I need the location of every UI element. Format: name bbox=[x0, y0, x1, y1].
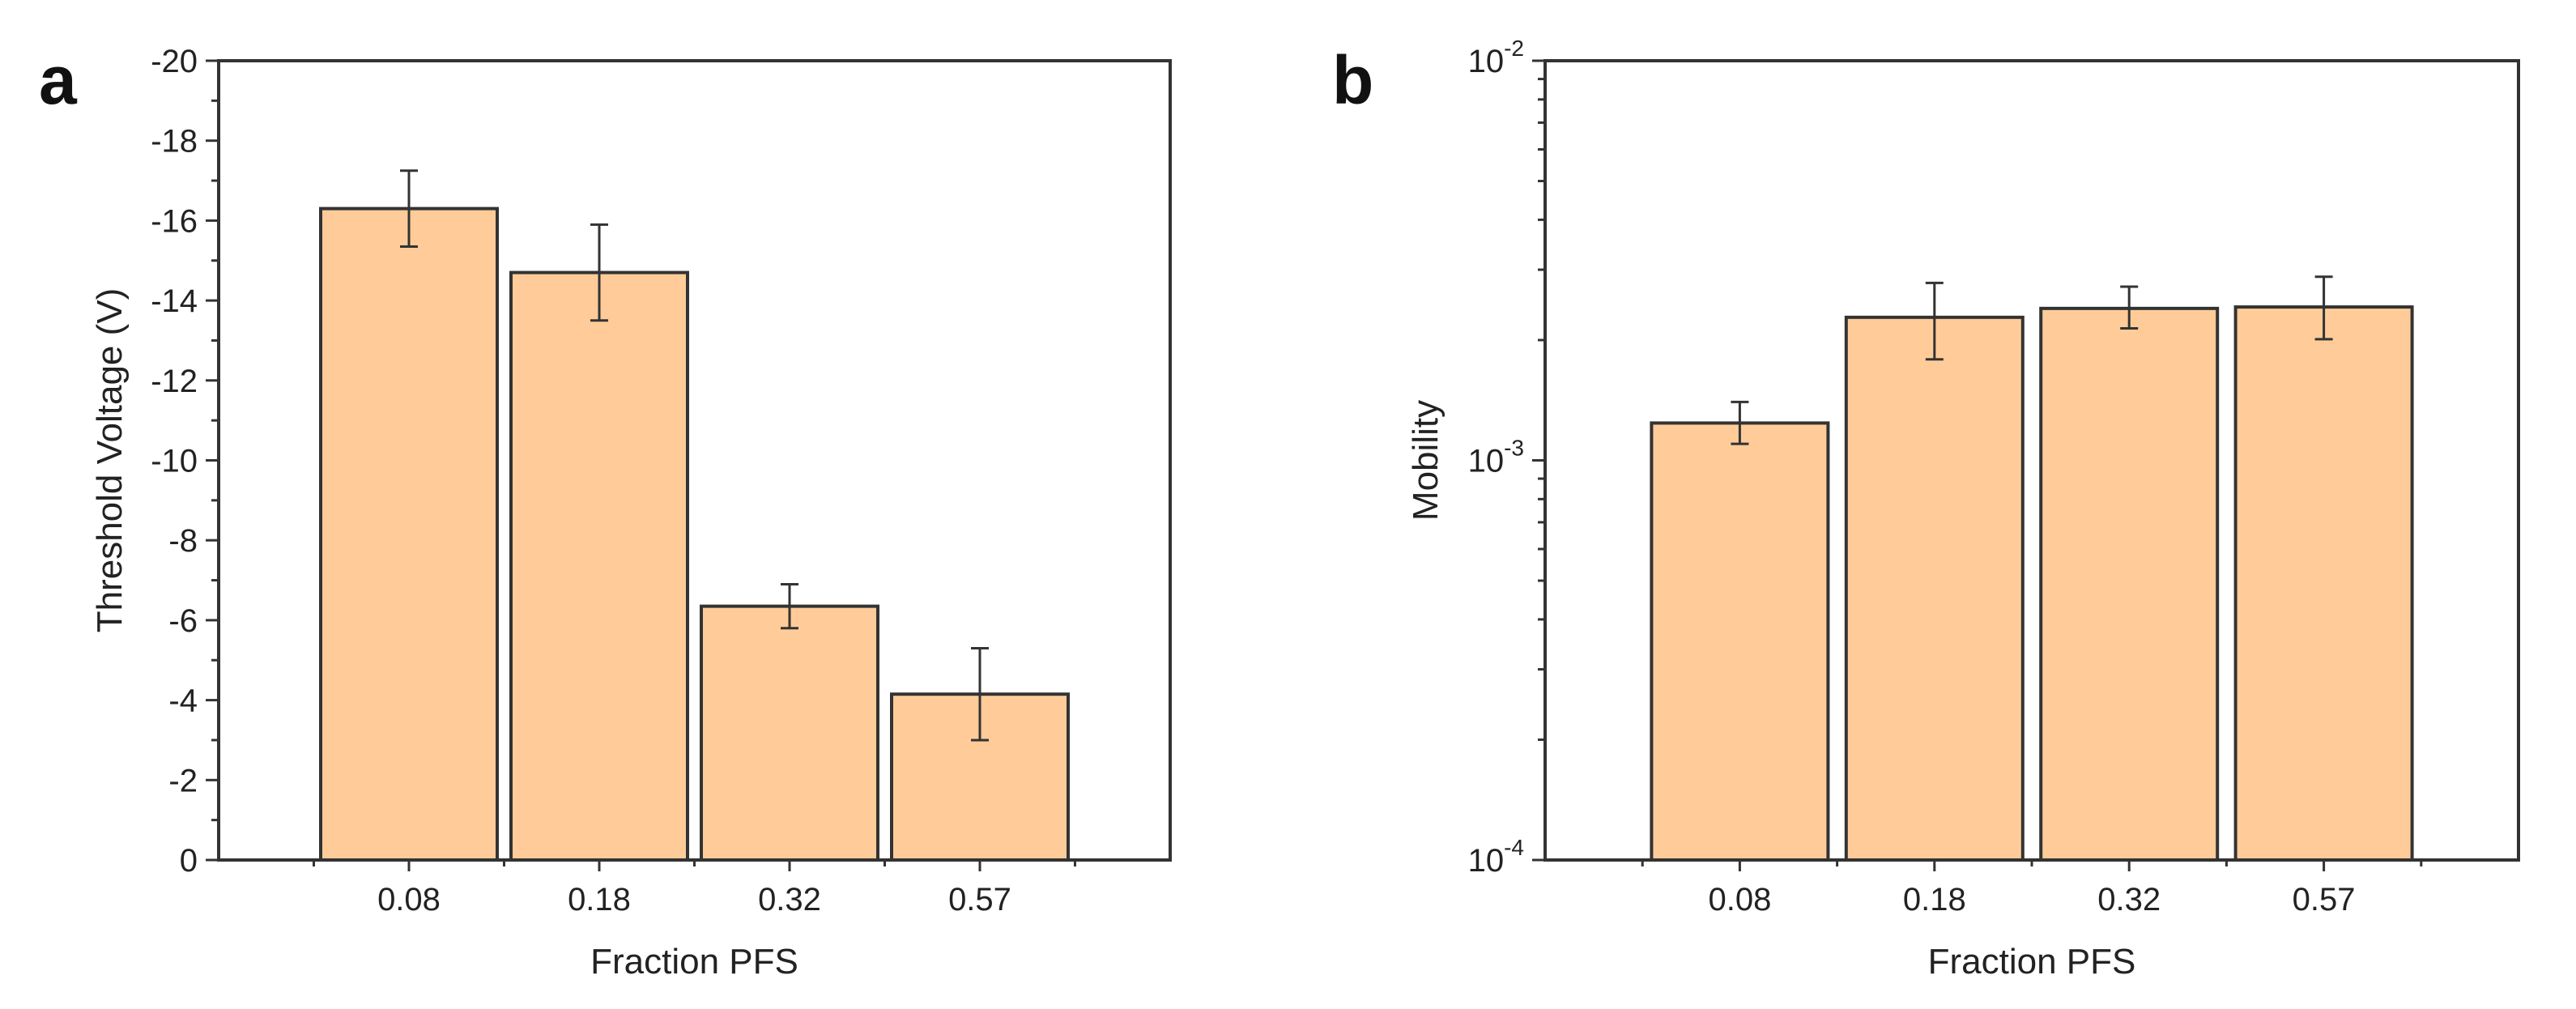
panel-a-threshold-voltage-chart: 0 -2 -4 -6 -8 -10 -12 -14 -16 -18 -20 0.08 0.18 0.32 0… bbox=[90, 44, 1172, 981]
bar-0.32 bbox=[700, 604, 879, 862]
x-tick-label: 0.18 bbox=[568, 882, 631, 917]
y-tick-label: 10-2 bbox=[1468, 36, 1524, 79]
bar-0.18 bbox=[1844, 315, 2025, 862]
x-tick-label: 0.32 bbox=[2097, 882, 2161, 917]
error-bar-0.08 bbox=[400, 169, 418, 248]
bar-0.08 bbox=[1650, 421, 1830, 862]
x-tick-label: 0.08 bbox=[377, 882, 441, 917]
y-tick-label: 0 bbox=[180, 843, 198, 879]
y-tick-label: 10-4 bbox=[1468, 835, 1524, 879]
x-tick-label: 0.57 bbox=[2293, 882, 2356, 917]
y-tick-label: -14 bbox=[151, 283, 198, 319]
error-bar-0.57 bbox=[971, 646, 989, 742]
error-bar-0.57 bbox=[2314, 275, 2333, 341]
x-tick-label: 0.18 bbox=[1903, 882, 1966, 917]
error-bar-0.08 bbox=[1731, 400, 1749, 445]
y-axis-label: Mobility bbox=[1406, 400, 1446, 521]
bar-0.18 bbox=[509, 270, 689, 862]
y-tick-label: -4 bbox=[168, 683, 198, 719]
y-tick-label: -12 bbox=[151, 364, 198, 399]
y-tick-label: -18 bbox=[151, 124, 198, 160]
error-bar-0.18 bbox=[1925, 281, 1944, 361]
y-tick-label: -8 bbox=[168, 523, 198, 559]
x-tick-label: 0.32 bbox=[758, 882, 821, 917]
panel-b-mobility-chart: 10-4 10-3 10-2 0.08 0.18 0.32 0.57 Fraction PFS… bbox=[1406, 36, 2520, 981]
bar-0.32 bbox=[2039, 306, 2220, 862]
y-tick-label: -16 bbox=[151, 203, 198, 239]
y-tick-label: -20 bbox=[151, 44, 198, 79]
error-bar-0.18 bbox=[590, 223, 608, 322]
bar-0.08 bbox=[319, 206, 499, 862]
y-tick-label: -2 bbox=[168, 763, 198, 798]
x-axis-label: Fraction PFS bbox=[1928, 942, 2136, 981]
panel-b-letter: b bbox=[1332, 42, 1373, 118]
y-tick-label: 10-3 bbox=[1468, 436, 1524, 479]
error-bar-0.32 bbox=[2120, 285, 2139, 330]
x-tick-label: 0.57 bbox=[948, 882, 1011, 917]
x-axis-label: Fraction PFS bbox=[590, 942, 798, 981]
bar-0.57 bbox=[2233, 305, 2414, 862]
y-axis-label: Threshold Voltage (V) bbox=[90, 288, 130, 633]
y-tick-label: -6 bbox=[168, 603, 198, 639]
error-bar-0.32 bbox=[781, 582, 798, 630]
x-tick-label: 0.08 bbox=[1708, 882, 1771, 917]
y-tick-label: -10 bbox=[151, 444, 198, 479]
panel-a-letter: a bbox=[39, 42, 78, 118]
